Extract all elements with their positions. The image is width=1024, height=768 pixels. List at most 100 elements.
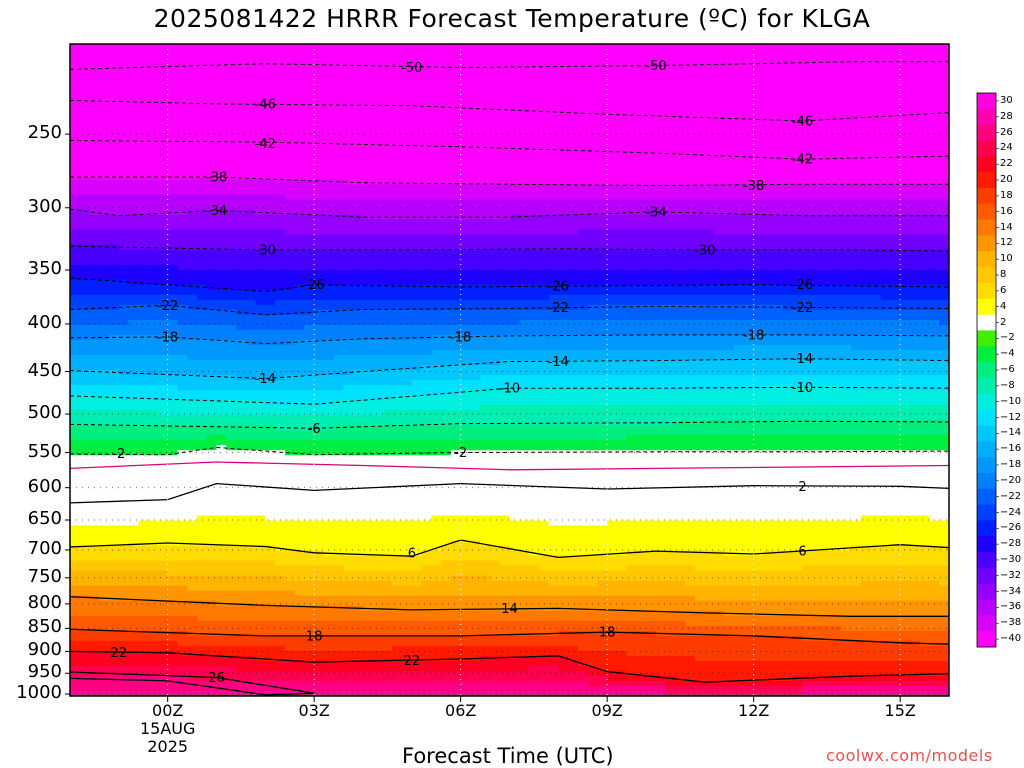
field-cell [216,375,227,381]
field-cell [245,184,257,190]
field-cell [392,154,403,160]
field-cell [402,665,413,672]
field-cell [304,189,315,195]
field-cell [294,675,305,682]
field-cell [79,430,91,436]
field-cell [216,365,227,371]
field-cell [372,329,384,336]
field-cell [197,329,208,336]
field-cell [275,550,286,557]
field-cell [353,380,364,386]
field-cell [294,630,305,637]
field-cell [294,650,305,657]
field-cell [392,355,403,361]
field-cell [421,400,432,406]
field-cell [431,585,442,592]
field-cell [206,224,218,231]
field-cell [294,560,305,567]
field-cell [343,64,354,70]
field-cell [148,425,159,431]
field-cell [363,445,374,451]
field-cell [197,339,208,346]
field-cell [294,324,305,331]
field-cell [363,691,374,696]
field-cell [206,390,218,396]
field-cell [206,495,218,501]
field-cell [89,410,100,416]
field-cell [392,54,403,60]
field-cell [138,575,149,582]
field-cell [265,475,276,481]
field-cell [167,510,179,516]
field-cell [284,259,296,266]
field-cell [99,375,110,381]
field-cell [99,470,110,476]
credit-link[interactable]: coolwx.com/models [826,746,993,765]
field-cell [314,84,325,90]
field-cell [99,645,110,652]
field-cell [206,505,218,511]
field-cell [441,74,452,80]
field-cell [167,334,179,341]
field-cell [236,94,247,100]
field-cell [441,139,452,145]
field-cell [236,600,247,607]
field-cell [216,495,227,501]
field-cell [177,264,188,271]
field-cell [353,254,364,261]
field-cell [245,229,257,236]
field-cell [402,515,413,521]
field-cell [236,565,247,572]
field-cell [148,149,159,155]
field-cell [99,259,110,266]
field-cell [255,545,266,552]
field-cell [382,375,393,381]
field-cell [216,259,227,266]
field-cell [216,294,227,301]
field-cell [226,555,237,562]
field-cell [333,495,345,501]
field-cell [138,365,149,371]
field-cell [206,655,218,662]
field-cell [79,535,91,542]
field-cell [157,570,169,577]
field-cell [402,440,413,446]
field-cell [372,164,384,170]
field-cell [314,59,325,65]
field-cell [79,600,91,607]
field-cell [402,355,413,361]
field-cell [245,219,257,226]
field-cell [197,159,208,165]
field-cell [265,309,276,316]
field-cell [411,615,423,622]
field-cell [206,89,218,95]
field-cell [314,104,325,110]
field-cell [216,119,227,125]
field-cell [382,655,393,662]
field-cell [372,289,384,296]
field-cell [99,590,110,597]
field-cell [148,535,159,542]
field-cell [255,675,266,682]
field-cell [275,74,286,80]
field-cell [128,565,139,572]
field-cell [89,425,100,431]
field-cell [148,625,159,632]
field-cell [431,114,442,120]
field-cell [99,520,110,527]
field-cell [197,264,208,271]
field-cell [118,154,130,160]
field-cell [245,249,257,256]
field-cell [79,490,91,496]
field-cell [343,545,354,552]
field-cell [411,69,423,75]
field-cell [265,99,276,105]
field-cell [226,64,237,70]
field-cell [255,99,266,105]
field-cell [255,470,266,476]
field-cell [245,575,257,582]
field-cell [382,89,393,95]
field-cell [177,94,188,100]
field-cell [372,144,384,150]
field-cell [245,239,257,246]
